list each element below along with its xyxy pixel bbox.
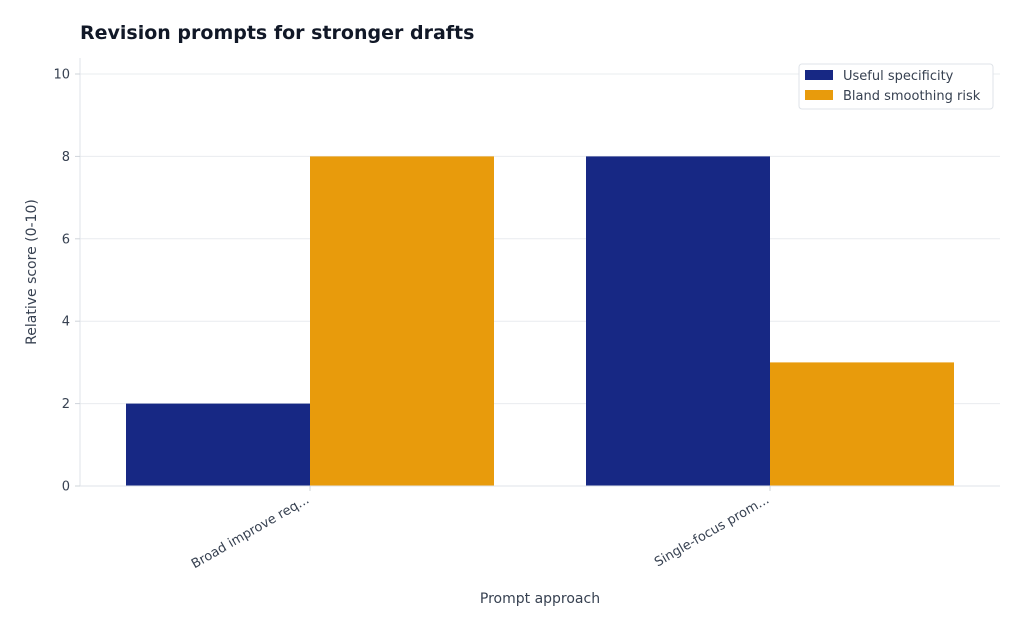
bar xyxy=(770,362,954,486)
chart-title: Revision prompts for stronger drafts xyxy=(80,22,474,44)
x-tick-label: Broad improve req... xyxy=(189,492,312,572)
axes xyxy=(79,58,1000,487)
legend: Useful specificity Bland smoothing risk xyxy=(798,63,994,110)
y-axis-ticks: 0 2 4 6 8 10 xyxy=(53,68,80,495)
y-tick-label: 2 xyxy=(62,397,70,412)
bar xyxy=(126,403,310,486)
bar xyxy=(310,156,494,486)
x-tick-label: Single-focus prom... xyxy=(652,492,772,570)
bars xyxy=(126,156,954,486)
y-axis-label: Relative score (0-10) xyxy=(24,199,40,345)
y-tick-label: 8 xyxy=(62,150,70,165)
y-tick-label: 0 xyxy=(62,480,70,495)
legend-box xyxy=(798,63,994,110)
legend-swatch xyxy=(805,70,833,80)
y-tick-label: 6 xyxy=(62,232,70,247)
y-tick-label: 4 xyxy=(62,315,70,330)
x-axis-label: Prompt approach xyxy=(480,591,600,607)
x-axis-ticks: Broad improve req... Single-focus prom... xyxy=(189,486,772,572)
bar xyxy=(586,156,770,486)
legend-label: Bland smoothing risk xyxy=(843,89,981,104)
legend-swatch xyxy=(805,90,833,100)
legend-label: Useful specificity xyxy=(843,69,954,84)
y-tick-label: 10 xyxy=(53,68,70,83)
